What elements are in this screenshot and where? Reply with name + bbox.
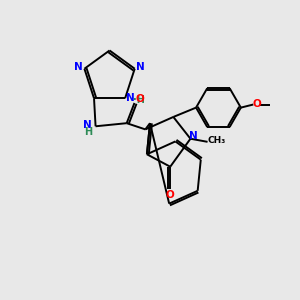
Text: O: O: [253, 99, 261, 109]
Text: O: O: [166, 190, 175, 200]
Text: N: N: [74, 62, 83, 72]
Text: H: H: [84, 127, 92, 137]
Text: O: O: [136, 94, 144, 104]
Text: N: N: [126, 93, 135, 103]
Text: CH₃: CH₃: [208, 136, 226, 146]
Text: ·H: ·H: [133, 95, 145, 105]
Text: N: N: [83, 120, 92, 130]
Text: N: N: [136, 62, 145, 72]
Text: N: N: [189, 131, 197, 141]
